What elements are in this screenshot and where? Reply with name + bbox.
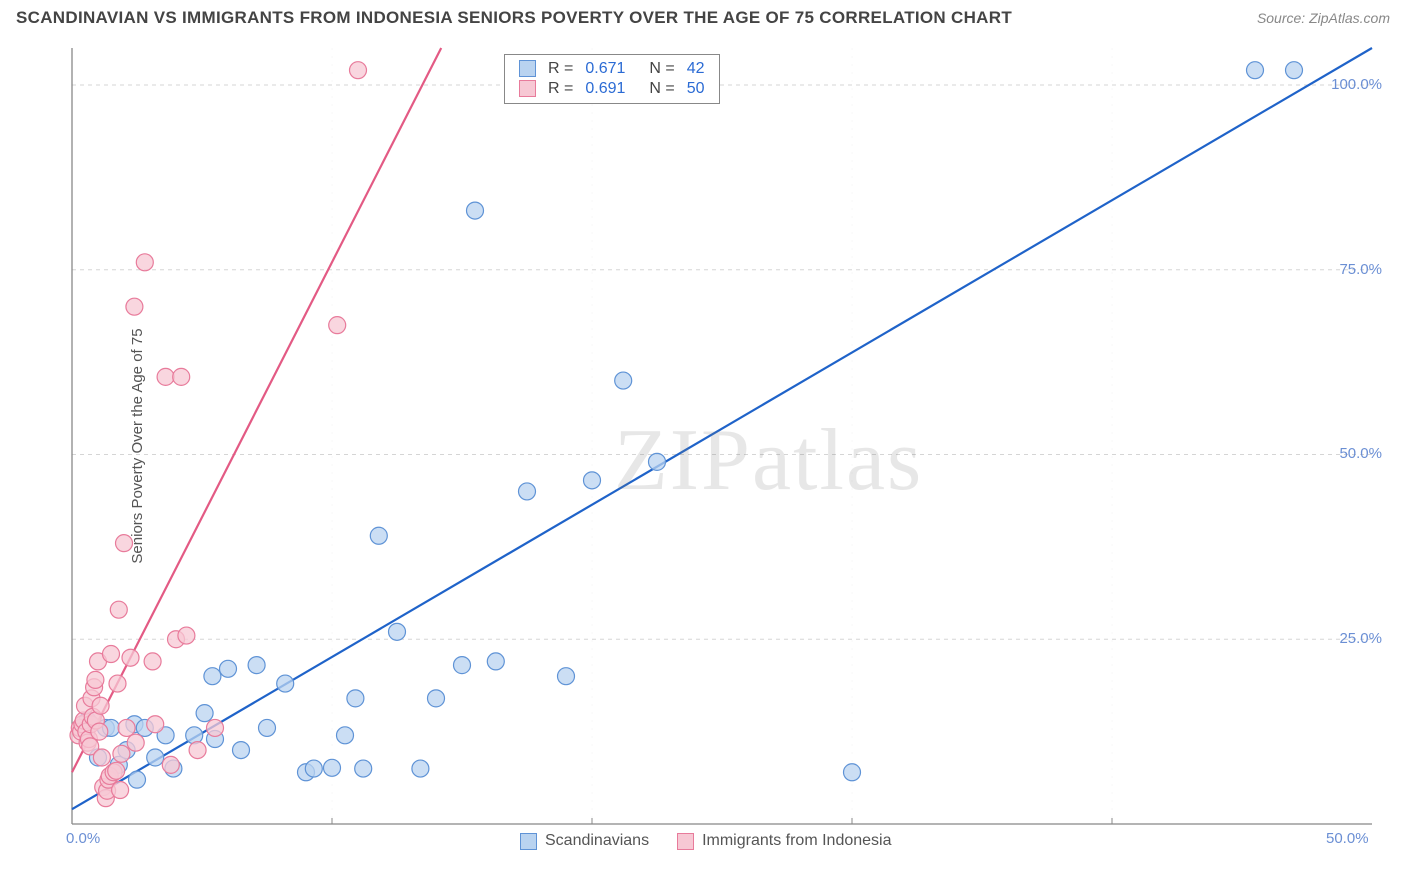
series-legend: Scandinavians Immigrants from Indonesia	[520, 832, 891, 850]
chart-title: SCANDINAVIAN VS IMMIGRANTS FROM INDONESI…	[16, 8, 1012, 28]
y-tick-label: 50.0%	[1339, 445, 1382, 462]
source-attribution: Source: ZipAtlas.com	[1257, 10, 1390, 26]
y-tick-label: 25.0%	[1339, 630, 1382, 647]
legend-n-label: N =	[643, 59, 680, 79]
legend-r-label: R =	[542, 59, 579, 79]
y-tick-label: 100.0%	[1331, 76, 1382, 93]
series-legend-label: Immigrants from Indonesia	[702, 832, 891, 850]
legend-swatch	[520, 833, 537, 850]
series-legend-item: Immigrants from Indonesia	[677, 832, 891, 850]
series-legend-label: Scandinavians	[545, 832, 649, 850]
scatter-chart-svg	[54, 40, 1390, 850]
legend-n-value: 42	[681, 59, 711, 79]
series-legend-item: Scandinavians	[520, 832, 649, 850]
correlation-legend-row: R =0.671 N =42	[513, 59, 711, 79]
correlation-legend-table: R =0.671 N =42 R =0.691 N =50	[513, 59, 711, 99]
y-tick-label: 75.0%	[1339, 261, 1382, 278]
legend-swatch	[519, 80, 536, 97]
legend-r-label: R =	[542, 79, 579, 99]
x-tick-label: 0.0%	[66, 830, 100, 847]
legend-n-value: 50	[681, 79, 711, 99]
header-bar: SCANDINAVIAN VS IMMIGRANTS FROM INDONESI…	[0, 0, 1406, 38]
plot-area: ZIPatlas R =0.671N =42R =0.691N =50 Scan…	[54, 40, 1390, 850]
legend-swatch	[677, 833, 694, 850]
correlation-legend-row: R =0.691 N =50	[513, 79, 711, 99]
x-tick-label: 50.0%	[1326, 830, 1369, 847]
legend-r-value: 0.671	[579, 59, 631, 79]
legend-r-value: 0.691	[579, 79, 631, 99]
legend-n-label: N =	[643, 79, 680, 99]
correlation-legend: R =0.671 N =42 R =0.691 N =50	[504, 54, 720, 104]
legend-swatch	[519, 60, 536, 77]
